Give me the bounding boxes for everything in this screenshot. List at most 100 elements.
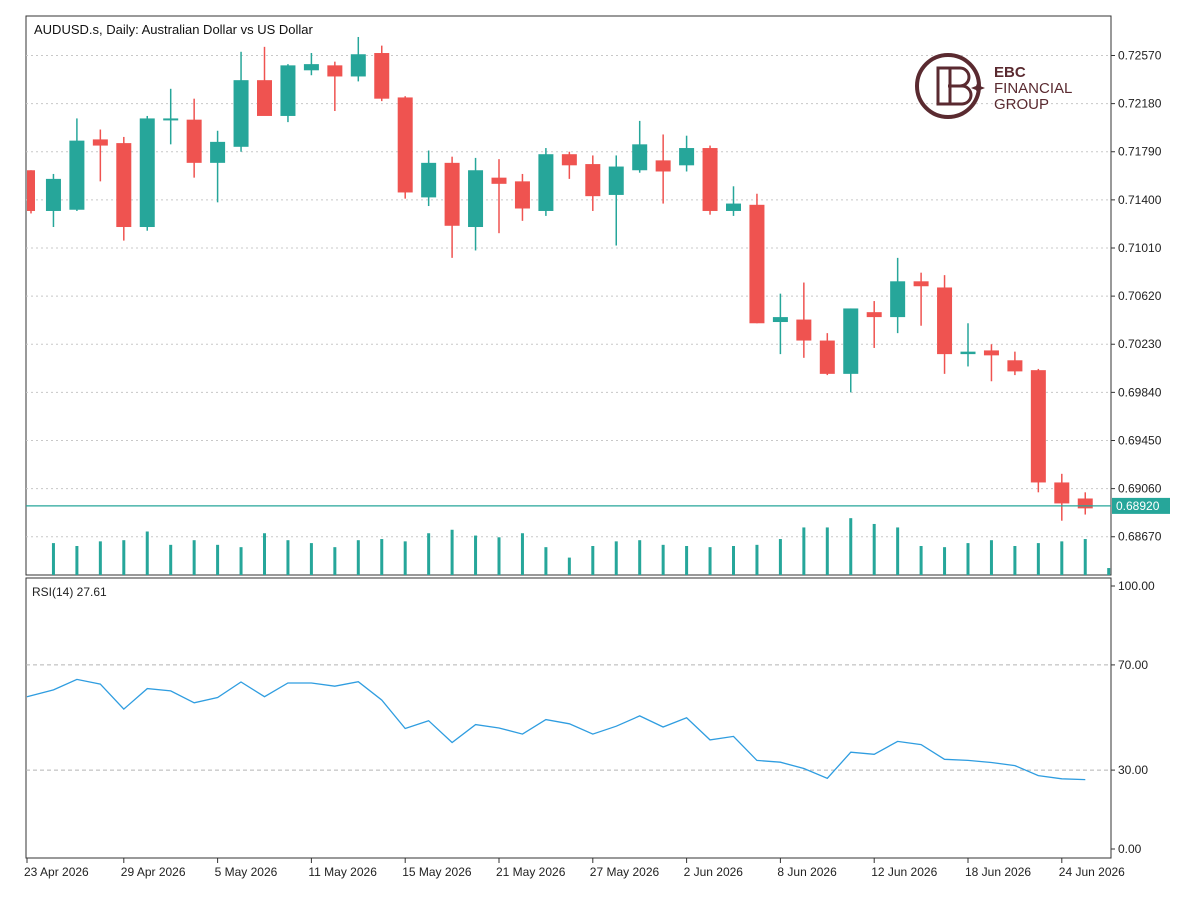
candle-body (233, 80, 249, 147)
candle-body (538, 154, 554, 211)
candle-body (514, 181, 530, 209)
volume-bar (169, 544, 173, 575)
volume-bar (309, 543, 313, 575)
price-tick-label: 0.72570 (1118, 48, 1162, 62)
candle-body (726, 203, 741, 211)
x-tick-label: 29 Apr 2026 (121, 865, 186, 879)
volume-bar (614, 541, 618, 575)
volume-bar (1036, 543, 1040, 575)
volume-bar (591, 546, 595, 575)
candle-body (632, 144, 648, 171)
rsi-axis: 100.00 70.00 30.00 0.00 (1111, 579, 1155, 856)
logo-mark-b (948, 66, 973, 106)
volume-bar (989, 540, 993, 575)
x-tick-label: 24 Jun 2026 (1059, 865, 1125, 879)
candle-body (210, 141, 226, 163)
x-tick-label: 27 May 2026 (590, 865, 660, 879)
volume-bar (1083, 539, 1087, 575)
volume-bar (567, 557, 571, 575)
logo-line1: EBC (994, 64, 1026, 81)
candle-body (186, 119, 202, 163)
candle-body (116, 143, 132, 228)
rsi-tick-label: 30.00 (1118, 763, 1148, 777)
volume-bar (825, 527, 829, 575)
candle-body (772, 317, 788, 323)
candle-body (937, 287, 953, 355)
candle-body (1077, 498, 1093, 509)
rsi-tick-label: 0.00 (1118, 842, 1142, 856)
candle-body (327, 65, 343, 77)
volume-bar (544, 547, 548, 575)
rsi-title: RSI(14) 27.61 (32, 585, 107, 599)
x-tick-label: 18 Jun 2026 (965, 865, 1031, 879)
logo-line3: GROUP (994, 96, 1049, 113)
candle-body (303, 64, 319, 71)
logo-line2: FINANCIAL (994, 80, 1072, 97)
candle-body (139, 118, 155, 228)
candle-body (163, 118, 179, 121)
volume-bar (497, 537, 501, 575)
rsi-panel (25, 577, 1112, 859)
x-tick-label: 21 May 2026 (496, 865, 566, 879)
volume-bar (872, 523, 876, 575)
x-tick-label: 11 May 2026 (308, 865, 377, 879)
candle-body (257, 80, 272, 116)
volume-bar (849, 518, 853, 575)
chart-title: AUDUSD.s, Daily: Australian Dollar vs US… (34, 22, 314, 37)
volume-bar (403, 541, 407, 575)
price-tick-label: 0.71010 (1118, 241, 1162, 255)
candle-body (796, 319, 812, 341)
candle-body (702, 148, 718, 211)
volume-bar (778, 539, 782, 575)
candle-body (608, 166, 624, 195)
volume-bars (51, 518, 1111, 575)
rsi-levels (26, 664, 1111, 771)
candle-body (1007, 360, 1023, 372)
volume-bar (216, 544, 220, 575)
candle-body (444, 162, 460, 226)
volume-bar (638, 540, 642, 575)
candle-body (27, 170, 35, 211)
candle-body (1054, 482, 1070, 504)
volume-bar (943, 547, 947, 575)
price-tick-label: 0.70620 (1118, 289, 1162, 303)
volume-bar (520, 533, 524, 575)
candle-body (960, 351, 976, 355)
price-tick-label: 0.69840 (1118, 385, 1162, 399)
price-axis: 0.72570 0.72180 0.71790 0.71400 0.71010 0.706… (1111, 48, 1162, 544)
candle-body (92, 139, 108, 146)
candle-body (468, 170, 484, 228)
rsi-tick-label: 100.00 (1118, 579, 1155, 593)
volume-bar (380, 539, 384, 575)
volume-bar (98, 541, 102, 575)
volume-bar (286, 540, 290, 575)
price-tick-label: 0.69450 (1118, 433, 1162, 447)
x-tick-label: 15 May 2026 (402, 865, 472, 879)
candle-body (655, 160, 671, 172)
candle-body (397, 97, 413, 193)
candle-body (983, 350, 999, 356)
rsi-line (26, 678, 1086, 781)
volume-bar (356, 540, 360, 575)
candle-body (819, 340, 835, 374)
price-tick-label: 0.71790 (1118, 145, 1162, 159)
volume-bar (192, 540, 196, 575)
candle-body (913, 281, 929, 287)
volume-bar (802, 527, 806, 575)
candle-body (890, 281, 906, 318)
price-tick-label: 0.72180 (1118, 97, 1162, 111)
volume-bar (1060, 541, 1064, 575)
candle-body (749, 204, 765, 324)
volume-bar (474, 535, 478, 575)
current-price-label: 0.68920 (1116, 499, 1160, 513)
candles (27, 36, 1093, 521)
volume-bar (450, 529, 454, 575)
x-tick-label: 23 Apr 2026 (24, 865, 89, 879)
rsi-tick-label: 70.00 (1118, 658, 1148, 672)
candle-body (585, 164, 601, 197)
volume-bar (661, 544, 665, 575)
volume-bar (896, 527, 900, 575)
x-axis: 23 Apr 2026 29 Apr 2026 5 May 2026 11 May 2… (24, 858, 1125, 879)
volume-bar (239, 547, 243, 575)
